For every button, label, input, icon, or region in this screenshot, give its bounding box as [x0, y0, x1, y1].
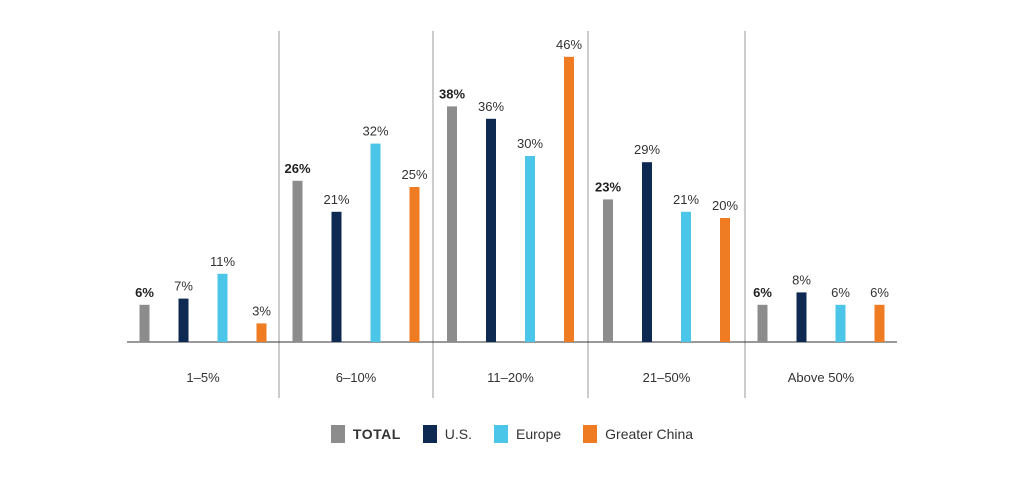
category-label: 11–20%	[487, 370, 534, 385]
bar	[370, 143, 381, 342]
bar	[564, 56, 574, 343]
bar	[681, 211, 691, 342]
category-label: 1–5%	[186, 370, 220, 385]
bar	[525, 156, 535, 342]
legend-item: Greater China	[583, 425, 693, 443]
legend-swatch	[583, 425, 598, 443]
value-label: 36%	[478, 99, 504, 114]
value-label: 38%	[439, 86, 465, 101]
bar	[757, 304, 768, 342]
legend-label: Europe	[516, 426, 562, 442]
value-label: 6%	[135, 285, 154, 300]
legend-swatch	[330, 425, 345, 443]
value-label: 26%	[284, 161, 310, 176]
legend: TOTAL U.S. Europe Greater China	[0, 425, 1024, 443]
category-separators	[278, 31, 746, 398]
legend-swatch	[494, 425, 508, 443]
bar	[642, 162, 652, 342]
bar	[447, 106, 457, 343]
legend-label: U.S.	[444, 426, 472, 442]
bar	[256, 323, 267, 342]
bar	[603, 199, 613, 342]
bar	[835, 304, 846, 342]
value-label: 7%	[174, 279, 193, 294]
value-label: 23%	[595, 179, 621, 194]
legend-item: Europe	[494, 425, 561, 443]
legend-label: TOTAL	[352, 426, 401, 442]
bar	[139, 304, 150, 342]
legend-item: U.S.	[422, 425, 472, 443]
value-label: 6%	[870, 285, 889, 300]
value-label: 21%	[673, 192, 699, 207]
category-label: Above 50%	[788, 370, 855, 385]
bar	[331, 211, 342, 342]
value-label: 32%	[362, 124, 388, 139]
bar	[178, 298, 189, 342]
value-label: 25%	[401, 167, 427, 182]
bar	[292, 180, 303, 342]
bar	[217, 273, 228, 342]
bar	[409, 187, 420, 342]
category-label: 6–10%	[336, 370, 377, 385]
value-label: 8%	[792, 272, 811, 287]
value-label: 20%	[712, 198, 738, 213]
bar-group	[139, 56, 885, 343]
bar	[796, 292, 807, 342]
legend-label: Greater China	[605, 426, 694, 442]
category-labels: 1–5% 6–10% 11–20% 21–50% Above 50%	[186, 370, 854, 385]
value-label: 46%	[556, 37, 582, 52]
legend-item: TOTAL	[330, 425, 401, 443]
bar	[720, 218, 730, 342]
legend-swatch	[422, 425, 437, 443]
bar	[874, 304, 885, 342]
value-label: 3%	[252, 303, 271, 318]
value-labels: 6% 7% 11% 3% 26% 21% 32% 25% 38% 36% 30% 46% 23% 29% 2…	[135, 37, 889, 319]
value-label: 29%	[634, 142, 660, 157]
value-label: 21%	[323, 192, 349, 207]
value-label: 30%	[517, 136, 543, 151]
category-label: 21–50%	[643, 370, 691, 385]
value-label: 11%	[210, 254, 235, 269]
value-label: 6%	[753, 285, 772, 300]
bar	[486, 118, 496, 342]
value-label: 6%	[831, 285, 850, 300]
